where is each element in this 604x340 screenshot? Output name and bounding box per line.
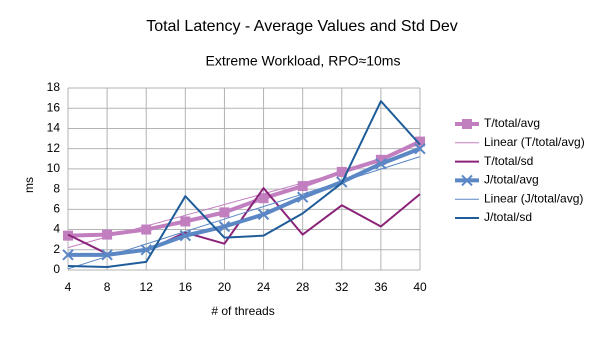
x-tick-label: 16 <box>179 280 193 294</box>
series-line <box>67 156 421 270</box>
y-tick-label: 2 <box>53 242 60 256</box>
series-line <box>67 139 421 238</box>
marker <box>218 220 231 233</box>
x-tick-label: 28 <box>296 280 310 294</box>
y-tick-label: 6 <box>53 202 60 216</box>
marker <box>140 244 152 256</box>
series-line <box>68 146 421 257</box>
x-tick-label: 40 <box>413 280 427 294</box>
marker <box>375 154 386 165</box>
marker <box>219 207 230 218</box>
y-tick-label: 0 <box>53 262 60 276</box>
x-tick-label: 12 <box>140 280 154 294</box>
legend-label: Linear (T/total/avg) <box>484 135 585 149</box>
x-tick-label: 4 <box>65 280 72 294</box>
marker <box>414 142 426 155</box>
x-axis-label: # of threads <box>211 304 274 318</box>
series-line <box>67 150 421 249</box>
marker <box>180 216 191 227</box>
x-tick-label: 36 <box>374 280 388 294</box>
marker <box>257 208 270 221</box>
marker <box>296 191 309 203</box>
x-tick-label: 8 <box>104 280 111 294</box>
series-line <box>67 100 421 268</box>
y-tick-label: 14 <box>47 121 61 135</box>
y-axis-label: ms <box>22 177 36 193</box>
y-tick-label: 8 <box>53 181 60 195</box>
x-tick-label: 20 <box>218 280 232 294</box>
y-tick-label: 12 <box>47 141 61 155</box>
marker <box>141 224 152 235</box>
y-tick-label: 10 <box>47 161 61 175</box>
legend-label: T/total/avg <box>484 116 540 130</box>
legend-label: J/total/sd <box>484 210 532 224</box>
y-tick-label: 4 <box>53 222 60 236</box>
chart-title: Total Latency - Average Values and Std D… <box>146 18 458 35</box>
marker <box>101 249 113 261</box>
marker <box>375 158 387 170</box>
marker <box>297 181 308 192</box>
legend-label: J/total/avg <box>484 173 539 187</box>
marker <box>102 229 113 240</box>
marker <box>462 119 472 129</box>
y-tick-label: 18 <box>47 80 61 94</box>
marker <box>258 193 269 204</box>
x-tick-label: 24 <box>257 280 271 294</box>
marker <box>62 249 74 261</box>
chart-subtitle: Extreme Workload, RPO≈10ms <box>206 53 401 69</box>
x-tick-label: 32 <box>335 280 349 294</box>
marker <box>415 136 425 147</box>
marker <box>461 174 473 187</box>
legend-label: Linear (J/total/avg) <box>484 191 583 205</box>
y-tick-label: 16 <box>47 100 61 114</box>
legend-label: T/total/sd <box>484 154 533 168</box>
